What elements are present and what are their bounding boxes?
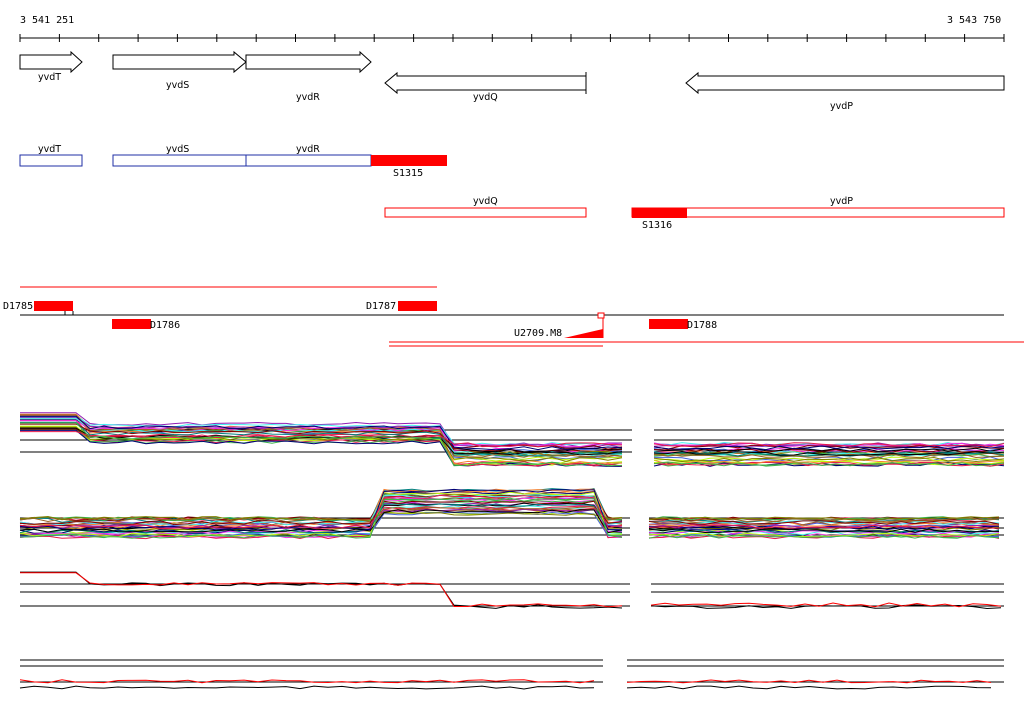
segment-label-D1786: D1786: [150, 320, 180, 331]
gene-label-yvdT: yvdT: [38, 72, 61, 83]
expression-series-line: [650, 602, 1002, 608]
expression-series-line: [20, 422, 623, 467]
gene-label-yvdP: yvdP: [830, 101, 853, 112]
expression-panel-1: [20, 412, 1005, 467]
expression-series-line: [20, 420, 623, 467]
segment-label-D1787: D1787: [366, 301, 396, 312]
segment-D1785[interactable]: D1785: [3, 301, 74, 316]
segment-D1786[interactable]: D1786: [112, 319, 180, 331]
gene-label-yvdQ: yvdQ: [473, 92, 498, 103]
tu-label-S1315: S1315: [393, 168, 423, 179]
expression-series-line: [648, 516, 1000, 521]
transcription-unit-track: yvdT yvdS yvdR S1315 yvdQ yvdP S1316: [19, 144, 1005, 231]
tu-label-yvdP: yvdP: [830, 196, 853, 207]
expression-series-line: [653, 445, 1005, 451]
expression-series-line: [19, 500, 623, 526]
expression-panels: [19, 412, 1005, 690]
tu-S1315[interactable]: S1315: [371, 155, 447, 179]
expression-series-line: [20, 427, 623, 456]
tu-yvdP[interactable]: yvdP S1316: [631, 196, 1005, 231]
expression-series-line: [19, 503, 623, 534]
expression-series-line: [653, 448, 1005, 454]
gene-arrow-yvdP[interactable]: yvdP: [685, 71, 1005, 112]
tu-label-yvdQ: yvdQ: [473, 196, 498, 207]
ruler-start-label: 3 541 251: [20, 15, 74, 26]
tu-yvdT[interactable]: yvdT: [19, 144, 83, 167]
expression-series-line: [19, 491, 623, 538]
gene-track: yvdT yvdS yvdR yvdQ yvdP: [19, 50, 1005, 112]
gene-label-yvdR: yvdR: [296, 92, 320, 103]
expression-series-line: [20, 572, 623, 608]
expression-series-line: [648, 524, 1000, 529]
expression-series-line: [653, 450, 1005, 456]
expression-series-line: [20, 421, 623, 457]
tu-yvdQ[interactable]: yvdQ: [384, 196, 587, 218]
gene-arrow-yvdT[interactable]: yvdT: [19, 50, 83, 83]
gene-arrow-yvdS[interactable]: yvdS: [112, 50, 247, 91]
coordinate-ruler: 3 541 251 3 543 750: [19, 15, 1005, 42]
expression-series-line: [648, 532, 1000, 538]
expression-series-line: [19, 497, 623, 535]
expression-series-line: [19, 679, 595, 684]
segment-U2709-M8[interactable]: U2709.M8: [389, 312, 1024, 347]
expression-series-line: [20, 571, 623, 609]
expression-series-line: [626, 679, 992, 684]
expression-series-line: [648, 534, 1000, 539]
expression-series-line: [653, 451, 1005, 456]
expression-series-line: [653, 453, 1005, 459]
expression-series-line: [653, 447, 1005, 452]
expression-series-line: [19, 509, 623, 534]
ruler-ticks: [19, 34, 1005, 42]
segment-D1788[interactable]: D1788: [649, 319, 717, 331]
segment-label-D1785: D1785: [3, 301, 33, 312]
segment-track: D1785 D1786 D1787 U2709.M8 D1788: [3, 286, 1024, 347]
expression-series-line: [648, 528, 999, 534]
segment-label-U2709-M8: U2709.M8: [514, 328, 562, 339]
expression-series-line: [653, 459, 1005, 465]
expression-series-line: [648, 517, 1000, 523]
gene-arrow-yvdR[interactable]: yvdR: [245, 50, 372, 103]
gene-label-yvdS: yvdS: [166, 80, 189, 91]
expression-series-line: [653, 461, 1005, 467]
expression-series-line: [20, 417, 623, 457]
expression-series-line: [653, 442, 1005, 448]
expression-panel-2: [19, 488, 1004, 540]
expression-series-line: [626, 685, 992, 690]
gene-arrow-yvdQ[interactable]: yvdQ: [384, 71, 587, 103]
tu-label-yvdS: yvdS: [166, 144, 189, 155]
expression-series-line: [648, 520, 1000, 525]
tu-yvdS-yvdR[interactable]: yvdS yvdR: [112, 144, 372, 167]
expression-series-line: [19, 497, 623, 539]
expression-series-line: [648, 526, 1000, 531]
tu-label-S1316: S1316: [642, 220, 672, 231]
expression-series-line: [20, 431, 623, 448]
expression-series-line: [653, 456, 1005, 463]
ruler-end-label: 3 543 750: [947, 15, 1001, 26]
segment-label-D1788: D1788: [687, 320, 717, 331]
expression-series-line: [19, 494, 623, 530]
expression-series-line: [20, 415, 623, 451]
expression-panel-4: [19, 659, 1004, 690]
expression-series-line: [648, 520, 1000, 526]
expression-series-line: [19, 685, 595, 690]
expression-panel-3: [20, 571, 1004, 610]
expression-series-line: [20, 508, 623, 530]
tu-label-yvdR: yvdR: [296, 144, 320, 155]
segment-D1787[interactable]: D1787: [366, 301, 437, 312]
expression-series-line: [650, 604, 1002, 610]
expression-series-line: [19, 512, 623, 521]
tu-label-yvdT: yvdT: [38, 144, 61, 155]
